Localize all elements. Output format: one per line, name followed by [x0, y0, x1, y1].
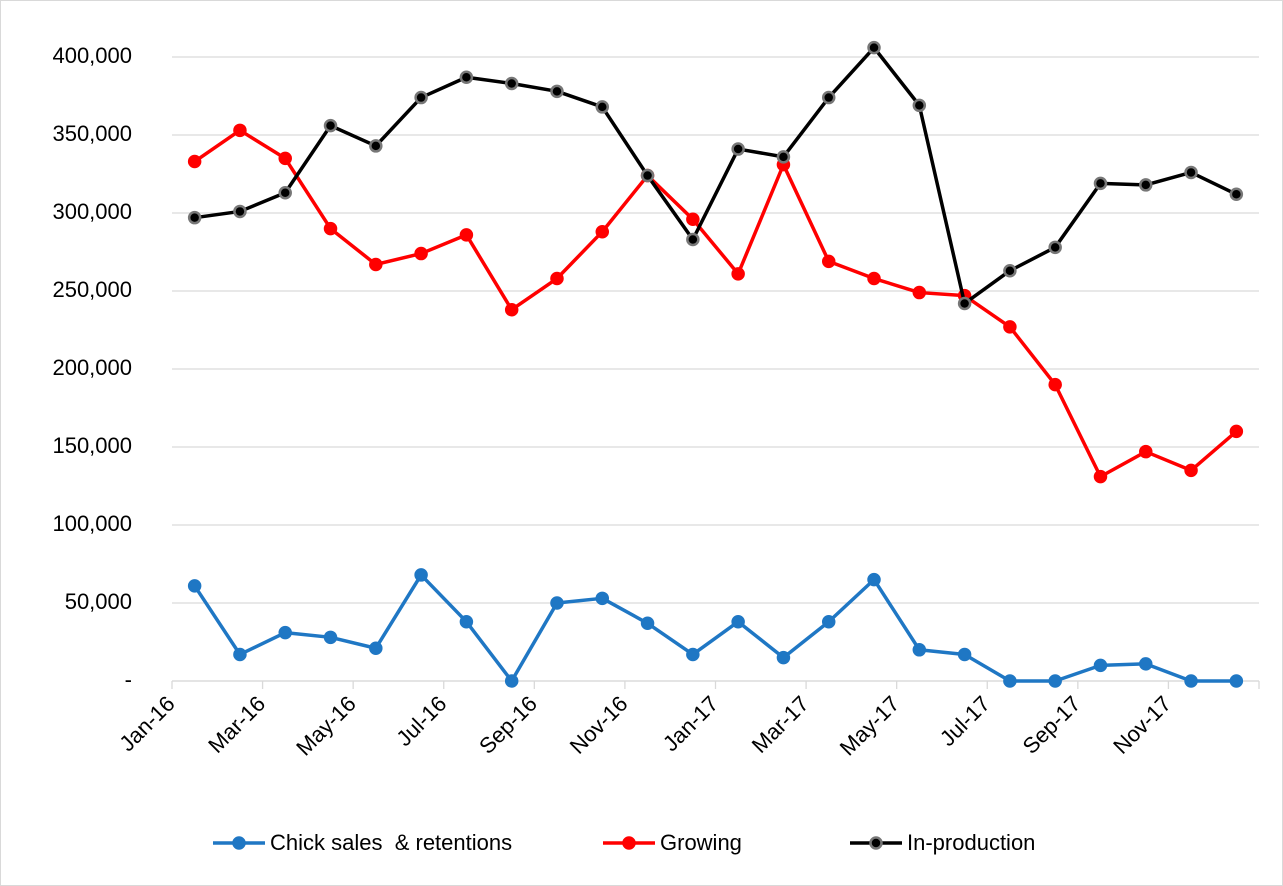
data-point — [686, 647, 700, 662]
data-point — [640, 168, 655, 183]
data-point — [731, 267, 745, 281]
series-line — [194, 45, 1238, 306]
data-point — [504, 76, 519, 91]
data-point — [369, 139, 383, 153]
data-point — [957, 647, 972, 662]
data-point — [278, 151, 292, 166]
data-point — [550, 84, 564, 99]
data-point — [1048, 674, 1062, 688]
data-point — [731, 614, 745, 629]
data-point — [867, 40, 881, 55]
data-point — [1003, 674, 1017, 688]
data-point — [1003, 263, 1017, 278]
data-point — [233, 647, 247, 662]
data-point — [776, 150, 791, 164]
data-point — [504, 674, 519, 688]
data-point — [731, 142, 745, 156]
data-point — [640, 616, 655, 631]
data-point — [1139, 444, 1153, 459]
data-point — [414, 246, 428, 261]
legend-label: Chick sales & retentions — [270, 830, 512, 855]
legend-marker — [232, 836, 246, 850]
data-point — [957, 296, 972, 311]
data-point — [369, 641, 383, 655]
data-point — [550, 271, 564, 286]
data-point — [550, 596, 564, 610]
data-point — [1003, 320, 1017, 334]
data-point — [821, 254, 836, 269]
data-point — [187, 210, 202, 225]
data-point — [414, 90, 428, 105]
data-point — [821, 90, 836, 105]
y-tick-label: 50,000 — [65, 589, 132, 614]
series-line — [193, 573, 1237, 683]
y-tick-label: 150,000 — [52, 433, 132, 458]
data-point — [1184, 674, 1198, 688]
legend-label: Growing — [660, 830, 742, 855]
data-point — [595, 591, 610, 606]
data-point — [278, 185, 292, 200]
data-point — [1048, 240, 1062, 255]
legend-label: In-production — [907, 830, 1035, 855]
data-point — [1093, 469, 1108, 484]
data-point — [912, 285, 927, 300]
data-point — [1229, 424, 1244, 439]
data-point — [323, 118, 338, 133]
y-tick-label: 350,000 — [52, 121, 132, 146]
data-point — [187, 154, 202, 169]
data-point — [187, 579, 202, 593]
data-point — [1048, 377, 1062, 392]
y-tick-label: 100,000 — [52, 511, 132, 536]
data-point — [369, 257, 383, 272]
data-point — [1093, 658, 1108, 673]
data-point — [912, 98, 927, 113]
data-point — [595, 224, 610, 239]
data-point — [1093, 176, 1108, 191]
data-point — [912, 643, 927, 657]
data-point — [686, 212, 700, 226]
data-point — [1229, 187, 1244, 202]
y-tick-label: 400,000 — [52, 43, 132, 68]
data-point — [459, 614, 474, 629]
data-point — [595, 100, 610, 114]
data-point — [1229, 674, 1244, 688]
data-point — [233, 123, 247, 138]
data-point — [459, 70, 474, 85]
data-point — [323, 221, 338, 236]
data-point — [821, 614, 836, 629]
legend-marker — [869, 836, 883, 850]
data-point — [233, 204, 247, 219]
data-point — [776, 650, 791, 665]
data-point — [278, 625, 292, 640]
data-point — [323, 630, 338, 645]
data-point — [459, 228, 474, 242]
data-point — [686, 232, 700, 247]
data-point — [1139, 657, 1153, 671]
data-point — [1184, 463, 1198, 478]
data-point — [414, 568, 428, 582]
data-point — [1139, 178, 1153, 192]
y-tick-label: - — [125, 667, 132, 692]
legend-marker — [622, 836, 636, 850]
y-tick-label: 300,000 — [52, 199, 132, 224]
series-line — [193, 128, 1238, 479]
data-point — [867, 271, 881, 286]
data-point — [1184, 165, 1198, 180]
y-tick-label: 250,000 — [52, 277, 132, 302]
data-point — [504, 302, 519, 317]
y-tick-label: 200,000 — [52, 355, 132, 380]
data-point — [867, 572, 881, 587]
